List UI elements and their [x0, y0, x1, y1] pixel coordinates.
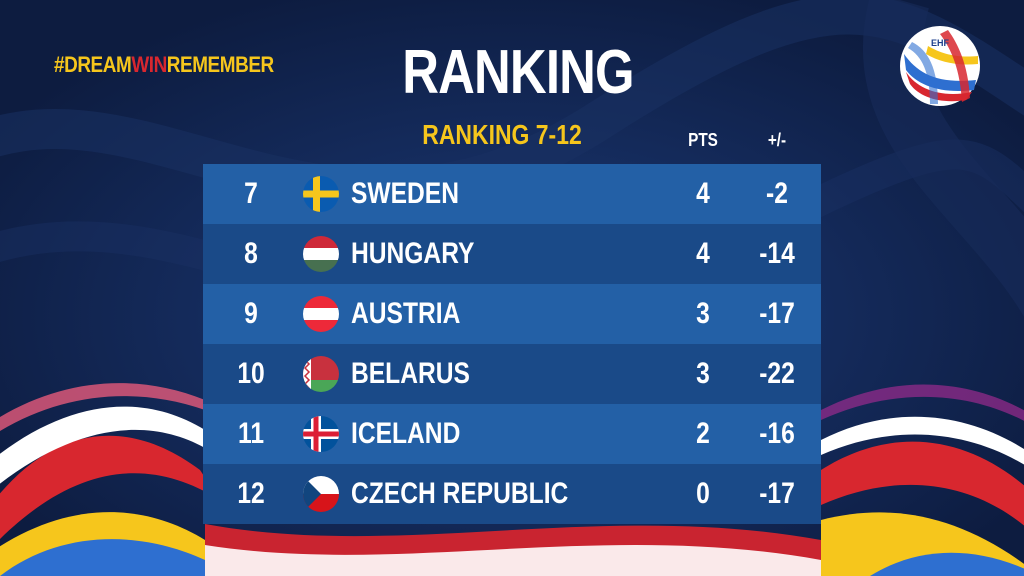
goal-difference-cell: -22 [759, 357, 795, 390]
hungary-flag-icon [303, 236, 339, 272]
goal-difference-cell: -14 [759, 237, 795, 270]
table-row: 12 CZECH REPUBLIC 0 -17 [203, 464, 821, 524]
rank-cell: 12 [237, 477, 265, 510]
hashtag-part-remember: REMEMBER [166, 52, 274, 77]
table-row: 7 SWEDEN 4 -2 [203, 164, 821, 224]
rank-cell: 10 [237, 357, 265, 390]
team-name: CZECH REPUBLIC [351, 477, 569, 510]
table-row: 9 AUSTRIA 3 -17 [203, 284, 821, 344]
iceland-flag-icon [303, 416, 339, 452]
austria-flag-icon [303, 296, 339, 332]
points-cell: 3 [696, 357, 710, 390]
points-cell: 2 [696, 417, 710, 450]
goal-difference-cell: -16 [759, 417, 795, 450]
hashtag-part-dream: #DREAM [54, 52, 132, 77]
logo-text: EHF [931, 38, 950, 48]
table-row: 10 BELARUS 3 -22 [203, 344, 821, 404]
rank-cell: 8 [244, 237, 258, 270]
rank-cell: 11 [237, 417, 265, 450]
column-header-diff: +/- [767, 130, 787, 150]
table-row: 8 HUNGARY 4 -14 [203, 224, 821, 284]
points-cell: 0 [696, 477, 710, 510]
goal-difference-cell: -2 [766, 177, 788, 210]
team-name: BELARUS [351, 357, 470, 390]
ehf-ball-logo-icon: EHF [900, 26, 980, 106]
points-cell: 4 [696, 237, 710, 270]
column-header-pts: PTS [688, 130, 718, 150]
page-subtitle: RANKING 7-12 [422, 119, 582, 150]
czech-flag-icon [303, 476, 339, 512]
belarus-flag-icon [303, 356, 339, 392]
goal-difference-cell: -17 [759, 477, 795, 510]
team-name: HUNGARY [351, 237, 475, 270]
page-title: RANKING [402, 38, 634, 107]
hashtag-part-win: WIN [131, 52, 167, 77]
points-cell: 4 [696, 177, 710, 210]
points-cell: 3 [696, 297, 710, 330]
team-name: ICELAND [351, 417, 461, 450]
team-name: AUSTRIA [351, 297, 461, 330]
goal-difference-cell: -17 [759, 297, 795, 330]
hashtag-slogan: #DREAMWINREMEMBER [54, 52, 274, 78]
table-row: 11 ICELAND 2 -16 [203, 404, 821, 464]
rank-cell: 9 [244, 297, 258, 330]
ranking-table: 7 SWEDEN 4 -2 8 HUNGARY 4 -14 9 AUSTRIA … [203, 164, 821, 524]
rank-cell: 7 [244, 177, 258, 210]
team-name: SWEDEN [351, 177, 459, 210]
sweden-flag-icon [303, 176, 339, 212]
